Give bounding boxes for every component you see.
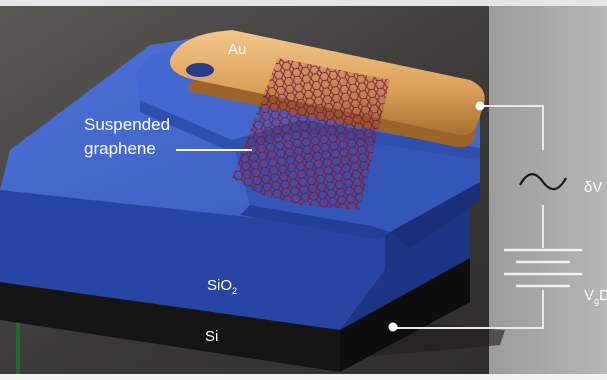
top-border <box>0 0 607 6</box>
dc-source-label-suffix: DC <box>599 287 607 304</box>
left-accent-border <box>16 293 20 380</box>
circuit-panel <box>489 6 607 380</box>
silicon-front <box>0 282 340 372</box>
graphene-lattice <box>232 58 390 210</box>
circuit-wire-bottom <box>397 290 544 329</box>
electrode-contact-dot <box>475 101 485 111</box>
dc-source-label-base: V <box>584 287 594 304</box>
gold-label: Au <box>228 41 246 58</box>
suspended-graphene-label-line1: Suspended <box>84 115 170 134</box>
substrate-contact-dot <box>388 322 398 332</box>
dc-source-label: VgDC <box>584 287 607 306</box>
silicon-label: Si <box>205 328 218 345</box>
silicon-side <box>340 258 470 372</box>
dc-source-label-sub: g <box>594 296 599 306</box>
oxide-label-base: SiO <box>207 277 232 294</box>
ac-source-label: δV <box>584 179 602 196</box>
oxide-label: SiO2 <box>207 277 237 296</box>
oxide-front-left <box>0 190 385 330</box>
circuit-wire-top <box>480 105 544 150</box>
gold-hole <box>186 63 214 77</box>
trench-floor <box>390 182 480 248</box>
circuit <box>397 105 544 329</box>
battery-icon <box>504 248 582 288</box>
bottom-border <box>0 374 607 380</box>
oxide-label-sub: 2 <box>232 286 237 296</box>
ac-source-icon <box>519 173 567 191</box>
suspended-graphene-label-line2: graphene <box>84 139 156 158</box>
trench-shadow <box>240 205 390 240</box>
